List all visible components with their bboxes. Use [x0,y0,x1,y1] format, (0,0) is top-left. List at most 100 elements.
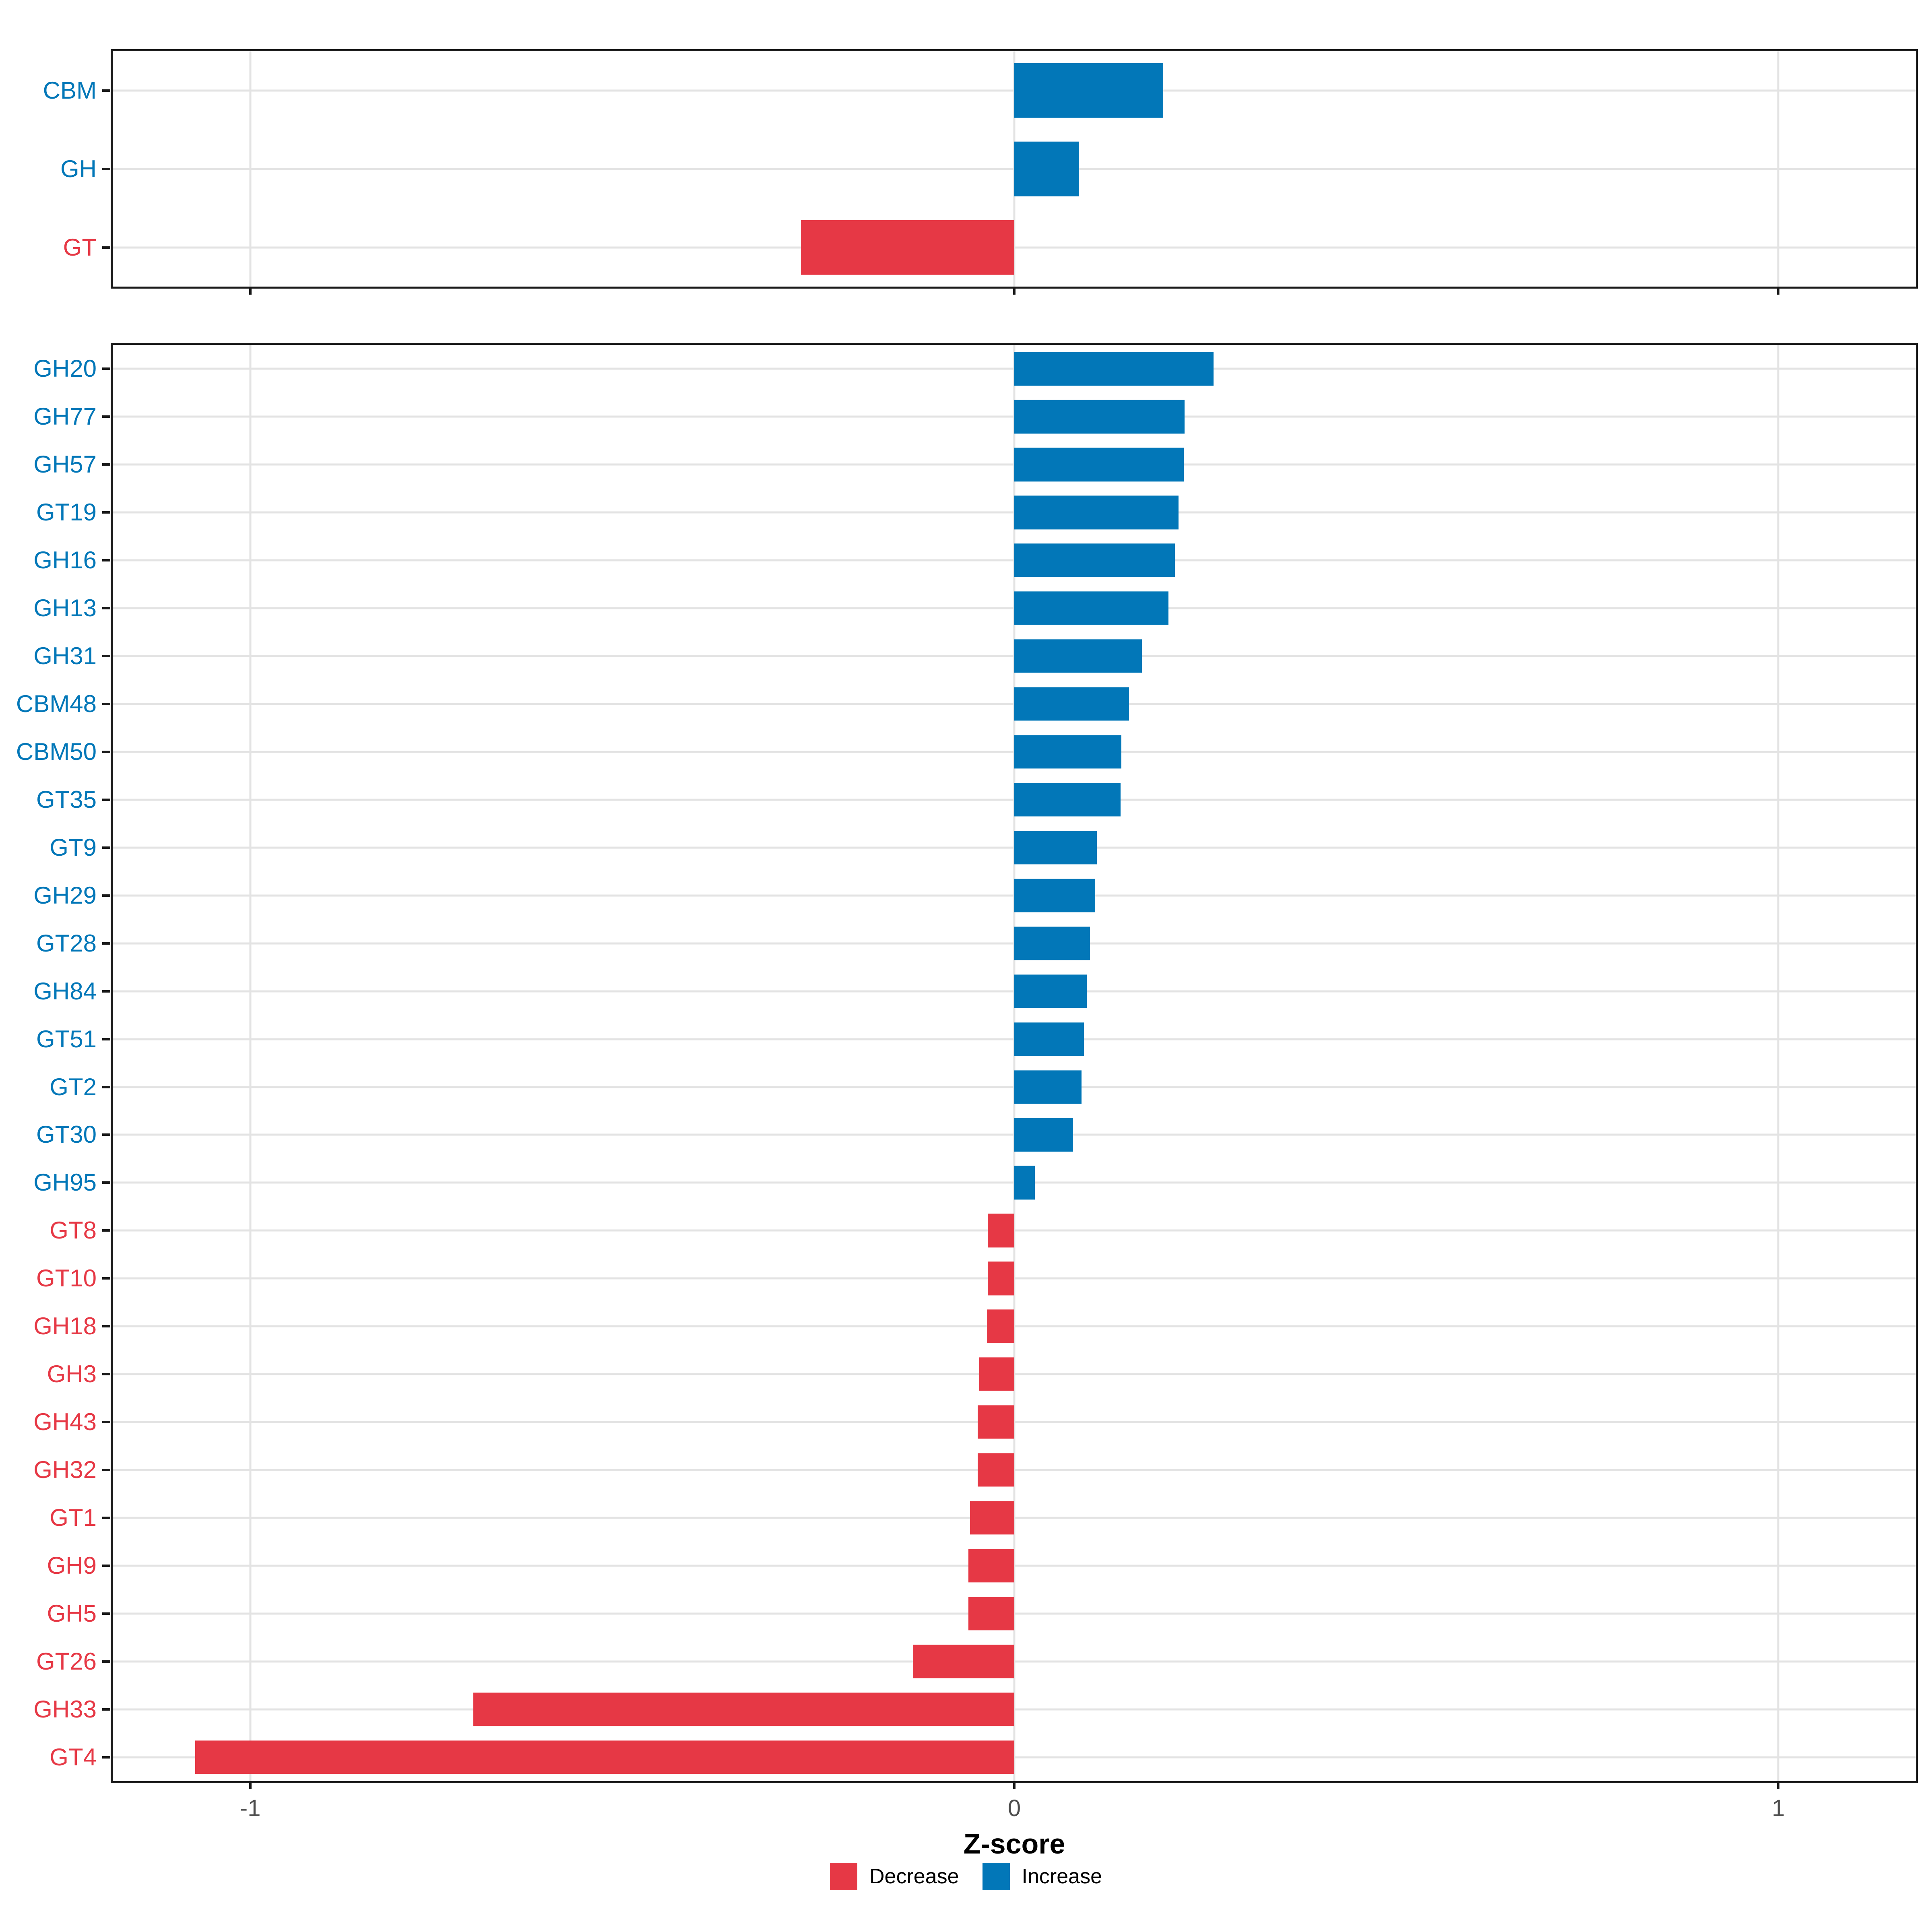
x-axis-tick [1013,1781,1016,1789]
y-axis-tick [102,1421,110,1424]
category-row-gh29: GH29 [33,871,1916,919]
horizontal-gridline [113,1421,1916,1423]
category-row-gt2: GT2 [50,1063,1916,1111]
category-row-gt30: GT30 [36,1111,1916,1159]
y-axis-tick [102,798,110,801]
bar-gh5 [968,1597,1014,1631]
bar-gh18 [987,1309,1014,1343]
category-row-gh20: GH20 [33,345,1916,393]
x-axis-tick [1013,287,1016,295]
horizontal-gridline [113,1229,1916,1232]
bar-gt51 [1014,1022,1084,1056]
category-row-gh31: GH31 [33,632,1916,680]
horizontal-gridline [113,1708,1916,1711]
category-label: GT4 [50,1743,97,1771]
panel-cazyme-families: GH20 GH77 GH57 GT19 GH16 GH13 GH31 CBM48 CBM50 GT… [16,343,1918,1860]
category-label: GH18 [33,1313,97,1340]
category-label: GH95 [33,1169,97,1196]
vertical-gridline [249,345,252,1781]
bar-gh43 [977,1405,1014,1439]
y-axis-tick [102,1516,110,1519]
horizontal-gridline [113,1277,1916,1280]
horizontal-gridline [113,1373,1916,1375]
bar-gt1 [970,1501,1014,1535]
category-label: GT28 [36,929,97,957]
y-axis-tick [102,607,110,610]
category-row-gt: GT [63,208,1916,287]
bar-gt2 [1014,1070,1082,1104]
category-row-gt26: GT26 [36,1637,1916,1685]
y-axis-tick [102,1756,110,1759]
category-row-gh5: GH5 [47,1589,1916,1637]
bar-gh [1014,141,1080,196]
bar-gh20 [1014,352,1214,386]
category-rows: GH20 GH77 GH57 GT19 GH16 GH13 GH31 CBM48 CBM50 GT… [16,345,1916,1781]
y-axis-tick [102,246,110,249]
category-label: CBM48 [16,690,97,718]
y-axis-tick [102,1708,110,1711]
category-label: GH9 [47,1552,97,1579]
bar-cbm [1014,63,1164,118]
x-axis-tick [1777,1781,1780,1789]
category-row-gt10: GT10 [36,1255,1916,1302]
horizontal-gridline [113,1660,1916,1663]
bar-gt19 [1014,495,1179,529]
category-row-gh18: GH18 [33,1302,1916,1350]
y-axis-tick [102,1277,110,1280]
category-label: CBM50 [16,738,97,765]
bar-gh13 [1014,591,1169,625]
bar-gt26 [912,1645,1014,1678]
y-axis-tick [102,463,110,466]
category-label: GT26 [36,1647,97,1675]
category-row-gh95: GH95 [33,1159,1916,1207]
bar-gt9 [1014,831,1097,865]
y-axis-tick [102,894,110,897]
y-axis-tick [102,1038,110,1040]
horizontal-gridline [113,1325,1916,1327]
y-axis-tick [102,1086,110,1088]
x-tick-label: 0 [1007,1795,1021,1821]
category-row-gh: GH [60,130,1916,208]
legend-swatch-increase [982,1863,1010,1890]
y-axis-tick [102,1133,110,1136]
category-row-gh77: GH77 [33,393,1916,441]
category-row-gh9: GH9 [47,1542,1916,1589]
category-label: GT35 [36,786,97,813]
y-axis-tick [102,559,110,562]
legend-label: Increase [1022,1865,1102,1888]
horizontal-gridline [113,1517,1916,1519]
category-label: GH3 [47,1360,97,1388]
category-label: GH43 [33,1408,97,1436]
category-row-gt8: GT8 [50,1207,1916,1255]
legend-swatch-decrease [830,1863,857,1890]
y-axis-tick [102,1373,110,1376]
bar-gt8 [987,1214,1014,1247]
category-row-gh3: GH3 [47,1350,1916,1398]
category-label: GH29 [33,881,97,909]
bar-gt30 [1014,1118,1073,1152]
category-label: GT30 [36,1121,97,1148]
category-label: GH84 [33,977,97,1005]
x-axis-tick [1777,287,1780,295]
panel-cazyme-classes: CBM GH GT [43,49,1918,295]
bar-gh31 [1014,639,1142,673]
legend-label: Decrease [869,1865,959,1888]
bar-gh84 [1014,974,1087,1008]
bar-gh3 [979,1357,1014,1391]
category-label: GH57 [33,451,97,478]
bar-gh32 [977,1453,1014,1487]
y-axis-tick [102,89,110,92]
category-row-gt1: GT1 [50,1494,1916,1542]
category-label: GT1 [50,1504,97,1531]
y-axis-tick [102,511,110,514]
y-axis-tick [102,1181,110,1184]
bar-gt [801,220,1014,275]
y-axis-tick [102,415,110,418]
category-row-gh84: GH84 [33,967,1916,1015]
category-label: GT2 [50,1073,97,1100]
bar-cbm48 [1014,687,1129,721]
category-label: GT19 [36,499,97,526]
x-axis-title: Z-score [963,1828,1065,1860]
y-axis-tick [102,1229,110,1232]
